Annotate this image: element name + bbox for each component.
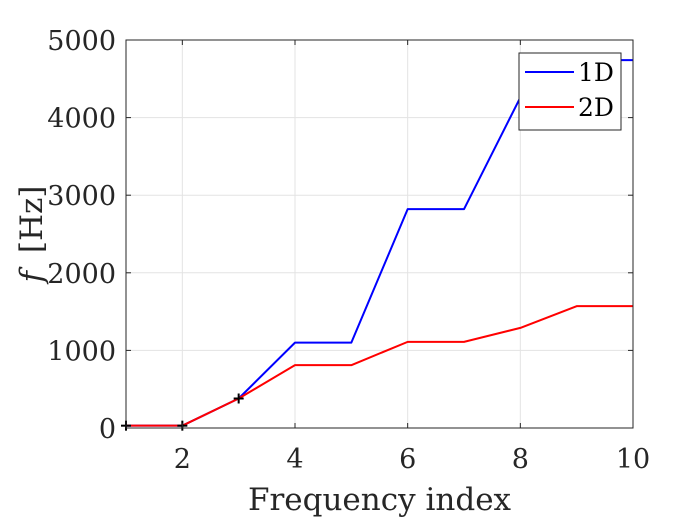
y-tick-label-5000: 5000 [47, 26, 116, 57]
x-tick-label-2: 2 [174, 444, 191, 475]
y-axis-title-unit: [Hz] [14, 186, 50, 254]
legend-label-1d: 1D [578, 58, 614, 87]
x-tick-label-6: 6 [399, 444, 416, 475]
x-tick-label-4: 4 [286, 444, 303, 475]
y-axis-title-symbol: f [14, 265, 50, 284]
tick-layer: 2 4 6 8 10 0 1000 2000 3000 4000 5000 [47, 26, 650, 475]
legend-box [518, 52, 622, 131]
y-tick-label-3000: 3000 [47, 181, 116, 212]
y-axis-title: f [Hz] [14, 186, 50, 285]
axis-titles: Frequency index f [Hz] [14, 186, 512, 518]
x-axis-title: Frequency index [248, 482, 512, 518]
y-tick-label-0: 0 [99, 414, 116, 445]
plot-frame [125, 39, 634, 429]
plus-marker-3 [233, 393, 244, 404]
y-tick-label-2000: 2000 [47, 259, 116, 290]
legend-label-2d: 2D [578, 93, 614, 122]
y-tick-label-4000: 4000 [47, 104, 116, 135]
x-tick-label-10: 10 [616, 444, 650, 475]
x-tick-label-8: 8 [512, 444, 529, 475]
series-line-2d [126, 305, 633, 427]
y-tick-label-1000: 1000 [47, 336, 116, 367]
legend: 1D 2D [518, 52, 622, 131]
